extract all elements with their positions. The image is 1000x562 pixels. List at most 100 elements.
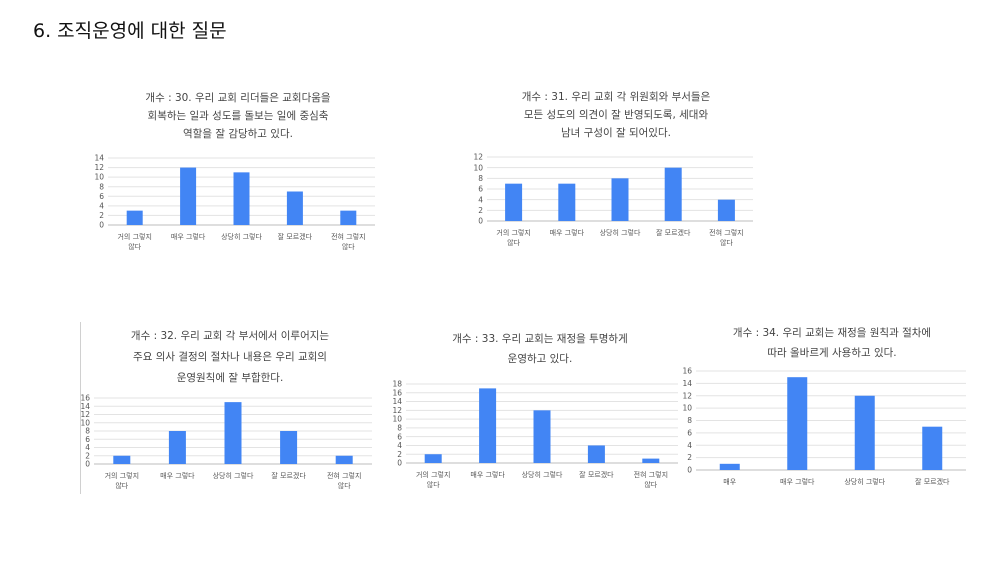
x-category-label: 않다 xyxy=(720,238,733,247)
y-tick-label: 12 xyxy=(80,410,90,419)
y-tick-label: 2 xyxy=(99,211,104,220)
x-category-label: 않다 xyxy=(338,481,351,490)
y-tick-label: 0 xyxy=(85,460,90,469)
y-tick-label: 0 xyxy=(478,217,483,226)
y-tick-label: 2 xyxy=(85,451,90,460)
y-tick-label: 6 xyxy=(85,435,90,444)
bar xyxy=(611,178,629,221)
bar xyxy=(717,199,735,221)
x-category-label: 매우 그렇다 xyxy=(780,477,815,486)
y-tick-label: 14 xyxy=(94,154,104,163)
x-category-label: 않다 xyxy=(644,480,657,489)
y-tick-label: 10 xyxy=(392,415,402,424)
y-tick-label: 2 xyxy=(478,206,483,215)
y-tick-label: 8 xyxy=(478,174,483,183)
x-category-label: 전혀 그렇지 xyxy=(634,470,668,479)
bar xyxy=(233,172,250,225)
bar xyxy=(664,167,682,221)
chart-title-line: 개수 : 32. 우리 교회 각 부서에서 이루어지는 xyxy=(131,330,329,342)
x-category-label: 거의 그렇지 xyxy=(105,471,139,480)
bar xyxy=(533,410,551,463)
y-tick-label: 18 xyxy=(392,380,402,389)
x-category-label: 거의 그렇지 xyxy=(416,470,450,479)
y-tick-label: 6 xyxy=(99,192,104,201)
y-tick-label: 4 xyxy=(99,201,104,210)
chart-title-line: 주요 의사 결정의 절차나 내용은 우리 교회의 xyxy=(133,350,327,363)
chart-title-line: 운영원칙에 잘 부합한다. xyxy=(177,372,284,384)
chart-title-line: 개수 : 34. 우리 교회는 재정을 원칙과 절차에 xyxy=(733,326,931,339)
bar xyxy=(180,167,197,225)
y-tick-label: 12 xyxy=(94,163,104,172)
y-tick-label: 10 xyxy=(80,418,90,427)
y-tick-label: 2 xyxy=(397,450,402,459)
y-tick-label: 12 xyxy=(392,406,402,415)
divider xyxy=(80,322,81,494)
chart-title-line: 역할을 잘 감당하고 있다. xyxy=(183,127,293,140)
x-category-label: 매우 그렇다 xyxy=(550,228,585,237)
bar xyxy=(224,402,242,464)
y-tick-label: 16 xyxy=(80,394,90,403)
y-tick-label: 6 xyxy=(397,432,402,441)
x-category-label: 잘 모르겠다 xyxy=(278,232,313,241)
y-tick-label: 16 xyxy=(392,388,402,397)
y-tick-label: 8 xyxy=(397,423,402,432)
x-category-label: 않다 xyxy=(507,238,520,247)
x-category-label: 매우 xyxy=(723,478,736,486)
chart-title-line: 개수 : 31. 우리 교회 각 위원회와 부서들은 xyxy=(522,90,711,103)
bar xyxy=(587,445,605,463)
chart-title-line: 개수 : 33. 우리 교회는 재정을 투명하게 xyxy=(452,332,628,345)
chart-title-line: 모든 성도의 의견이 잘 반영되도록, 세대와 xyxy=(524,109,709,121)
x-category-label: 상당히 그렇다 xyxy=(844,477,885,486)
y-tick-label: 14 xyxy=(392,397,402,406)
y-tick-label: 4 xyxy=(687,441,692,450)
y-tick-label: 2 xyxy=(687,453,692,462)
bar xyxy=(424,454,442,463)
chart-q33: 개수 : 33. 우리 교회는 재정을 투명하게 운영하고 있다. 0 2 4 6 8 10 1… xyxy=(390,328,690,504)
x-category-label: 잘 모르겠다 xyxy=(271,471,306,480)
x-category-label: 매우 그렇다 xyxy=(171,232,206,241)
y-tick-label: 12 xyxy=(473,153,483,162)
x-category-label: 않다 xyxy=(427,480,440,489)
y-tick-label: 8 xyxy=(99,182,104,191)
x-category-label: 매우 그렇다 xyxy=(160,471,195,480)
bar xyxy=(280,431,298,464)
bar xyxy=(854,395,875,470)
bar xyxy=(168,431,186,464)
bar xyxy=(113,455,131,464)
x-category-label: 않다 xyxy=(342,242,355,251)
bar xyxy=(922,426,943,470)
chart-title-line: 회복하는 일과 성도를 돌보는 일에 중심축 xyxy=(148,109,329,122)
bar xyxy=(505,183,523,221)
y-tick-label: 0 xyxy=(687,466,692,475)
y-tick-label: 10 xyxy=(94,173,104,182)
page-title: 6. 조직운영에 대한 질문 xyxy=(33,20,227,42)
x-category-label: 않다 xyxy=(115,481,128,490)
x-category-label: 전혀 그렇지 xyxy=(709,228,743,237)
bar xyxy=(286,191,303,225)
y-tick-label: 10 xyxy=(473,163,483,172)
x-category-label: 상당히 그렇다 xyxy=(522,470,563,479)
bar xyxy=(340,210,357,225)
bar xyxy=(642,458,660,463)
x-category-label: 잘 모르겠다 xyxy=(656,228,691,237)
x-category-label: 상당히 그렇다 xyxy=(221,232,262,241)
y-tick-label: 4 xyxy=(85,443,90,452)
x-category-label: 상당히 그렇다 xyxy=(600,228,641,237)
chart-title-line: 따라 올바르게 사용하고 있다. xyxy=(767,346,896,359)
bar xyxy=(719,463,740,470)
x-category-label: 전혀 그렇지 xyxy=(327,471,361,480)
y-tick-label: 4 xyxy=(478,195,483,204)
bar xyxy=(787,377,808,470)
y-tick-label: 0 xyxy=(99,221,104,230)
x-category-label: 매우 그렇다 xyxy=(470,470,505,479)
y-tick-label: 10 xyxy=(682,404,692,413)
y-tick-label: 6 xyxy=(687,428,692,437)
x-category-label: 거의 그렇지 xyxy=(496,228,530,237)
